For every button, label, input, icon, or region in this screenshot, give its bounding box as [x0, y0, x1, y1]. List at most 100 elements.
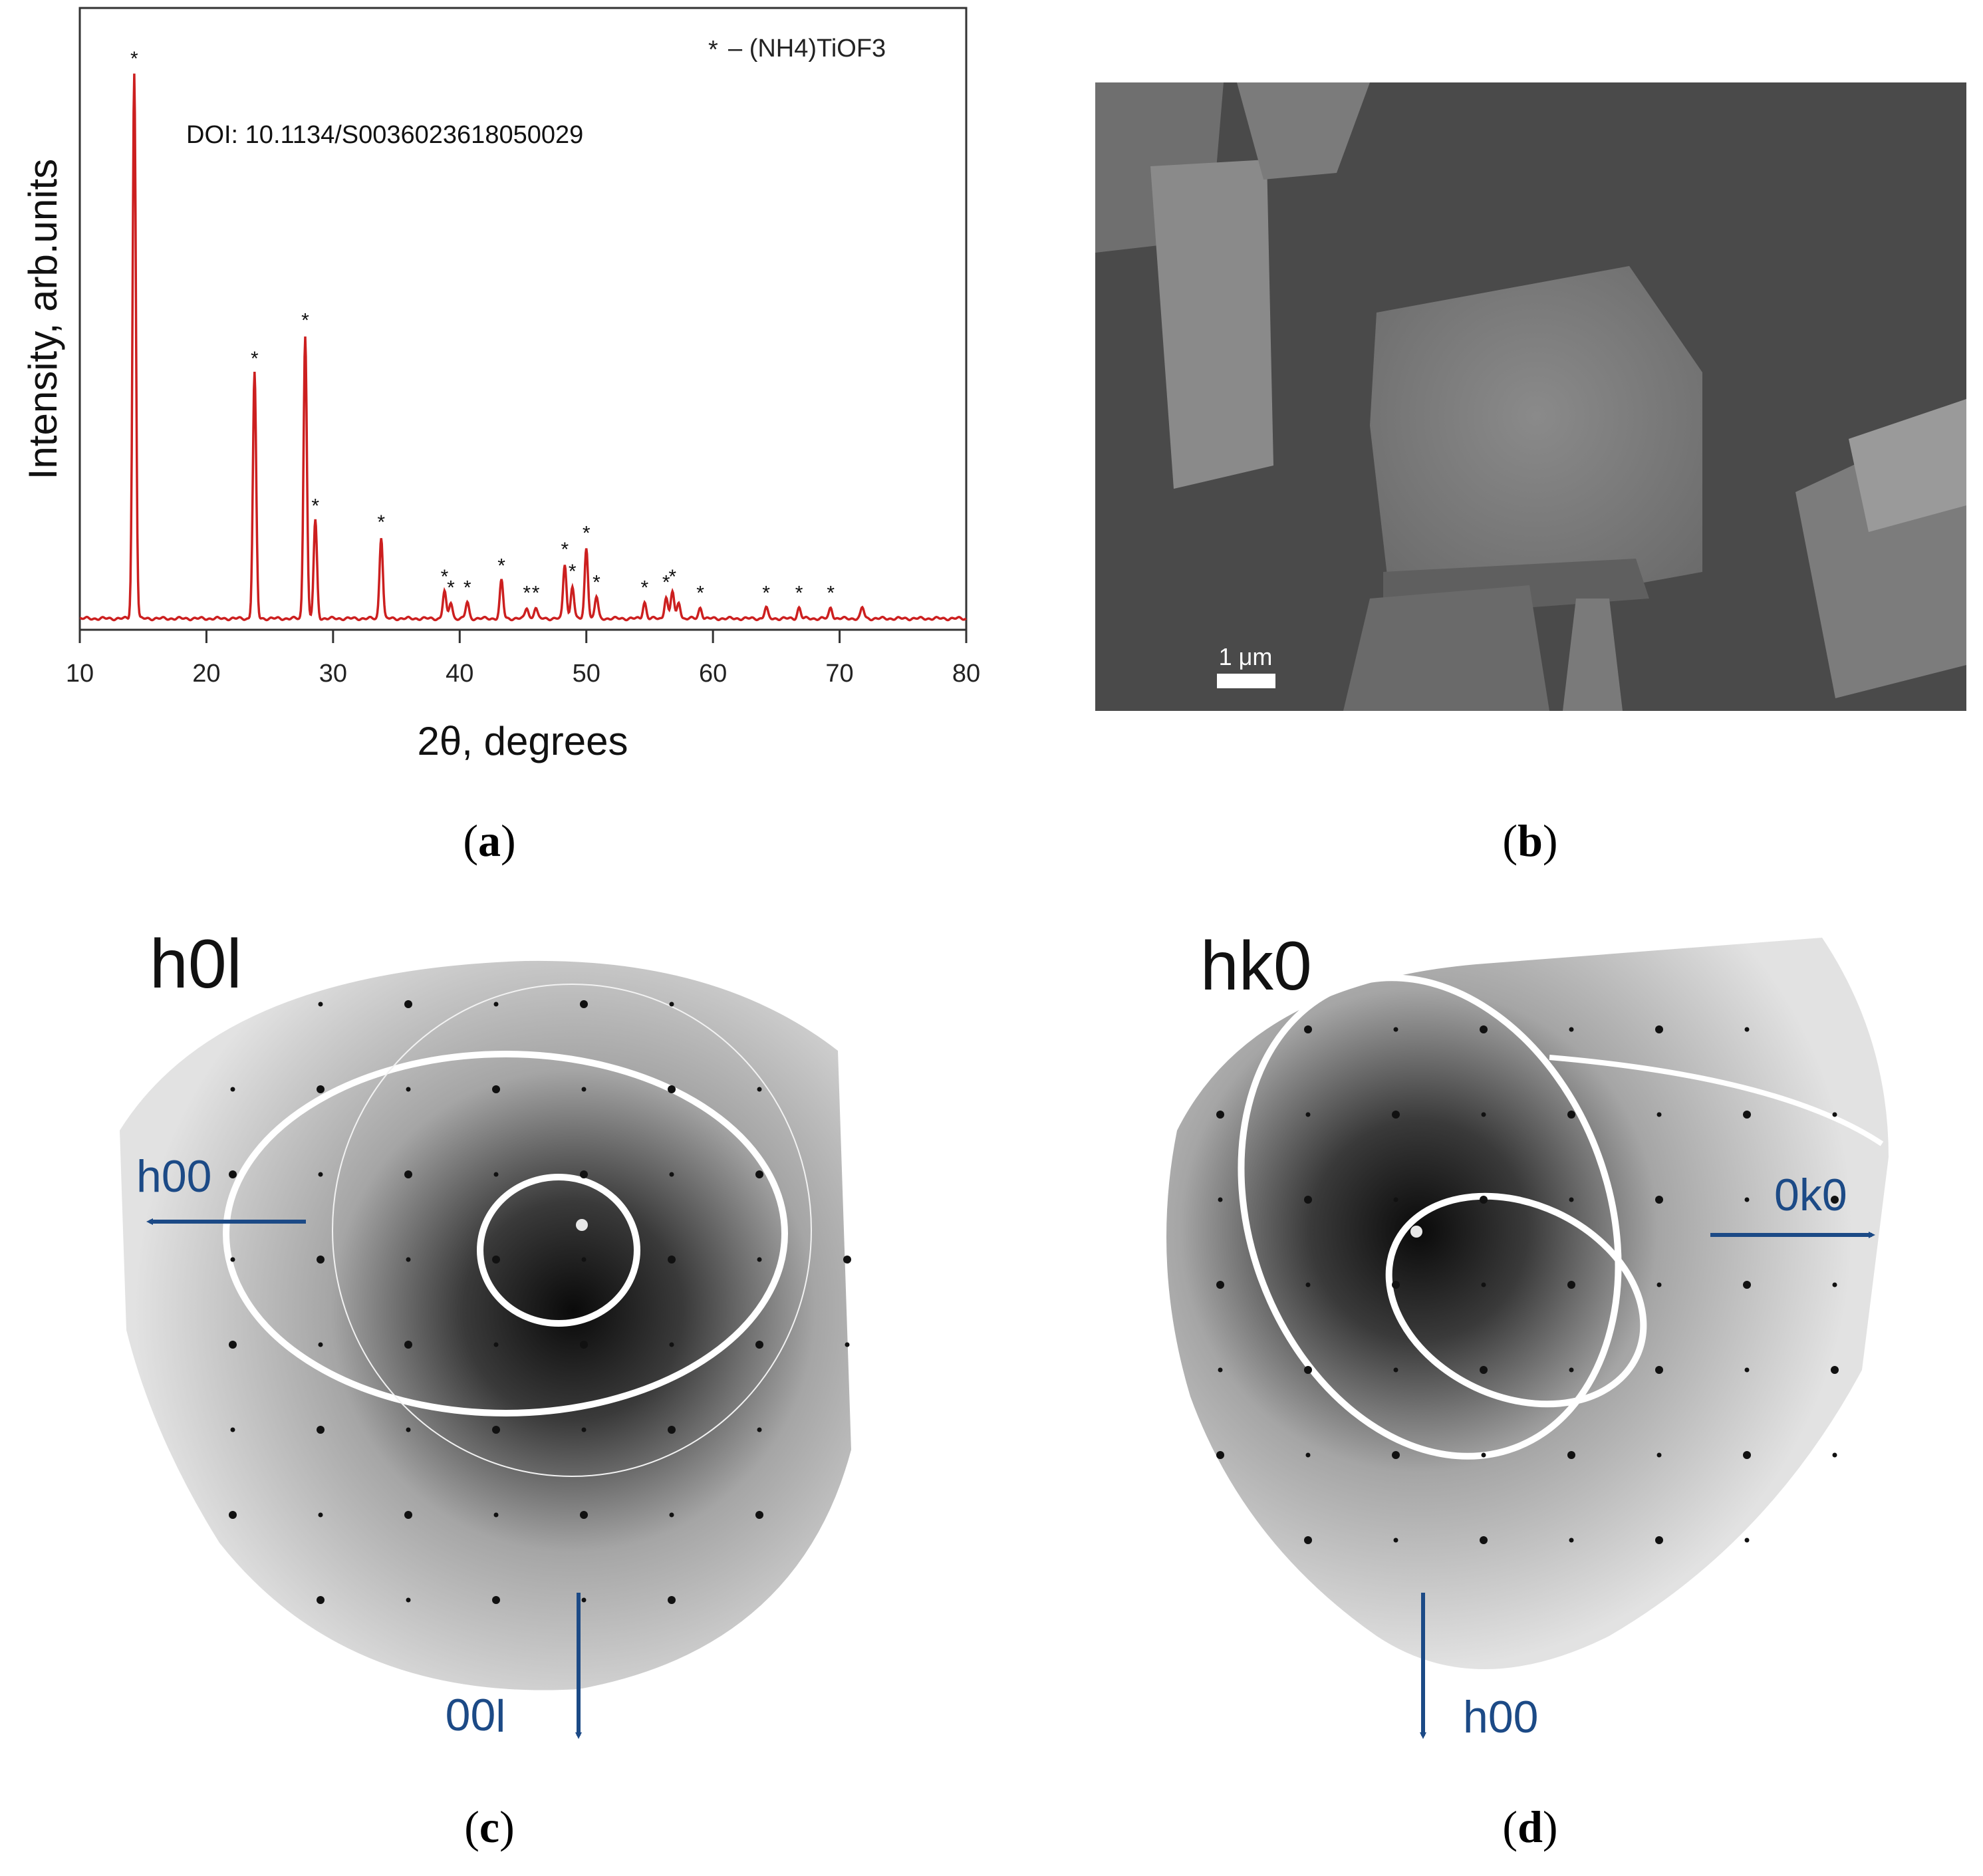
caption-paren-open: (	[463, 815, 478, 866]
diffraction-spot	[1656, 1282, 1662, 1287]
ring	[223, 1051, 788, 1416]
diffraction-spot	[230, 1087, 235, 1092]
diffraction-spot	[229, 1511, 237, 1519]
diffraction-pattern-h0l: h0l h00 00l	[120, 926, 851, 1740]
diffraction-spot	[1744, 1197, 1750, 1202]
diffraction-spot	[1832, 1112, 1837, 1117]
peak-star: *	[311, 495, 319, 517]
arrow-label-h00: h00	[136, 1151, 211, 1202]
peak-star: *	[569, 561, 577, 583]
diffraction-spot	[580, 1170, 588, 1178]
diffraction-spot	[1655, 1536, 1663, 1544]
diffraction-spot	[757, 1257, 762, 1262]
diffraction-spot	[317, 1256, 325, 1264]
diffraction-spot	[1744, 1367, 1750, 1373]
peak-star: *	[668, 566, 676, 588]
diffraction-spot	[230, 1427, 235, 1432]
diffraction-pattern-hk0: hk0 0k0 h00	[1166, 928, 1889, 1742]
ring-arc	[1549, 1055, 1884, 1146]
xrd-chart: 10 20 30 40 50 60 70 80 ******* *** ***** * *** * * * …	[21, 7, 980, 763]
x-axis-ticks: 10 20 30 40 50 60 70 80	[66, 630, 980, 688]
diffraction-spot	[1305, 1112, 1311, 1117]
legend-text: – (NH4)TiOF3	[728, 35, 886, 63]
diffraction-spot	[1831, 1196, 1839, 1204]
diffraction-spot	[757, 1427, 762, 1432]
spot-lattice	[229, 1000, 851, 1604]
diffraction-spot	[230, 1257, 235, 1262]
caption-a: (a)	[390, 815, 589, 867]
diffraction-spot	[493, 1172, 499, 1177]
diffraction-spot	[1481, 1282, 1486, 1287]
arrow-label-h00: h00	[1463, 1692, 1538, 1742]
diffraction-spot	[1656, 1452, 1662, 1458]
diffraction-spot	[845, 1342, 850, 1347]
scale-bar	[1217, 674, 1275, 688]
diffraction-spot	[669, 1342, 674, 1347]
caption-paren-close: )	[501, 815, 516, 866]
caption-paren-open: (	[1502, 815, 1518, 866]
plane-label: hk0	[1200, 928, 1312, 1005]
diffraction-spot	[317, 1085, 325, 1093]
caption-letter: b	[1518, 815, 1543, 866]
plot-frame	[78, 7, 968, 631]
diffraction-spot	[1392, 1281, 1400, 1289]
diffraction-spot	[668, 1596, 676, 1604]
spot-lattice	[1216, 1025, 1839, 1544]
diffraction-spot	[669, 1002, 674, 1007]
diffraction-spot	[1304, 1196, 1312, 1204]
diffraction-spot	[406, 1087, 411, 1092]
diffraction-spot	[492, 1426, 500, 1434]
diffraction-spot	[1393, 1197, 1398, 1202]
diffraction-spot	[1831, 1366, 1839, 1374]
ring	[1238, 974, 1622, 1460]
diffraction-spot	[668, 1085, 676, 1093]
diffraction-spot	[1656, 1112, 1662, 1117]
x-tick-label: 80	[952, 660, 980, 688]
diffraction-spot	[581, 1257, 587, 1262]
diffraction-spot	[493, 1342, 499, 1347]
caption-paren-close: )	[1542, 815, 1558, 866]
diffraction-spot	[1304, 1025, 1312, 1033]
diffraction-spot	[406, 1257, 411, 1262]
diffraction-spot	[1216, 1451, 1224, 1459]
y-axis-label: Intensity, arb.units	[21, 159, 65, 479]
diffraction-spot	[1569, 1367, 1574, 1373]
peak-star: *	[447, 577, 455, 599]
diffraction-spot	[404, 1341, 412, 1349]
diffraction-spot	[317, 1426, 325, 1434]
diffraction-spot	[1480, 1366, 1488, 1374]
diffraction-spot	[1481, 1112, 1486, 1117]
diffraction-spot	[581, 1087, 587, 1092]
diffraction-spot	[317, 1596, 325, 1604]
diffraction-spot	[406, 1597, 411, 1603]
diffraction-spot	[755, 1511, 763, 1519]
caption-paren-open: (	[1502, 1802, 1518, 1852]
diffraction-spot	[229, 1341, 237, 1349]
peak-star: *	[662, 571, 670, 593]
peak-star: *	[441, 566, 449, 588]
diffraction-spot	[404, 1511, 412, 1519]
diffraction-spot	[581, 1427, 587, 1432]
legend-marker: *	[708, 36, 718, 64]
doi-annotation: DOI: 10.1134/S0036023618050029	[186, 121, 583, 149]
caption-paren-close: )	[499, 1802, 515, 1852]
diffraction-spot	[1304, 1536, 1312, 1544]
plane-label: h0l	[150, 926, 242, 1003]
caption-d: (d)	[1430, 1801, 1630, 1853]
diffraction-spot	[1655, 1196, 1663, 1204]
diffraction-spot	[406, 1427, 411, 1432]
x-tick-label: 30	[319, 660, 347, 688]
caption-c: (c)	[390, 1801, 589, 1853]
diffraction-spot	[1567, 1111, 1575, 1119]
diffraction-spot	[1743, 1111, 1751, 1119]
diffraction-spot	[1832, 1452, 1837, 1458]
diffraction-spot	[1744, 1027, 1750, 1032]
x-tick-label: 40	[446, 660, 473, 688]
diffraction-spot	[492, 1085, 500, 1093]
crystal-cluster	[1849, 399, 1966, 532]
diffraction-spot	[318, 1002, 323, 1007]
diffraction-spot	[1392, 1451, 1400, 1459]
x-tick-label: 50	[573, 660, 600, 688]
caption-letter: a	[478, 815, 501, 866]
x-axis-label: 2θ, degrees	[418, 719, 628, 763]
